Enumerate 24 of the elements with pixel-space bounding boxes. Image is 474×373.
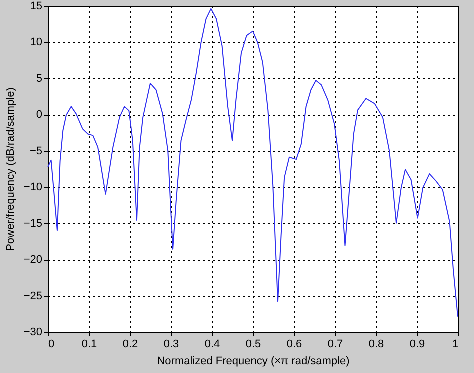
y-tick-label: −30 <box>24 326 42 338</box>
x-tick-label: 0.7 <box>328 338 344 350</box>
y-tick-label: 5 <box>36 72 42 85</box>
x-tick-label: 0 <box>48 338 55 350</box>
y-tick-label: −10 <box>24 182 42 194</box>
x-tick-label: 0.6 <box>286 338 302 350</box>
y-tick-label: −25 <box>24 290 42 302</box>
x-tick-label: 0.5 <box>246 338 262 350</box>
x-tick-label: 0.8 <box>368 338 384 350</box>
x-tick-label: 0.3 <box>164 338 180 350</box>
x-tick-label: 1 <box>452 338 458 350</box>
y-tick-label: 10 <box>30 36 42 49</box>
y-tick-label: 0 <box>36 109 42 122</box>
y-tick-label: −20 <box>24 254 42 266</box>
x-axis-title: Normalized Frequency (×π rad/sample) <box>157 356 350 368</box>
x-tick-label: 0.2 <box>122 338 138 350</box>
line-series <box>48 8 458 318</box>
y-tick-label: −15 <box>24 218 42 230</box>
y-axis-title: Power/frequency (dB/rad/sample) <box>4 88 17 252</box>
x-tick-label: 0.1 <box>82 338 98 350</box>
y-tick-label: −5 <box>30 145 42 158</box>
x-tick-label: 0.9 <box>410 338 426 350</box>
x-tick-label: 0.4 <box>204 338 220 350</box>
y-tick-label: 15 <box>30 0 42 12</box>
